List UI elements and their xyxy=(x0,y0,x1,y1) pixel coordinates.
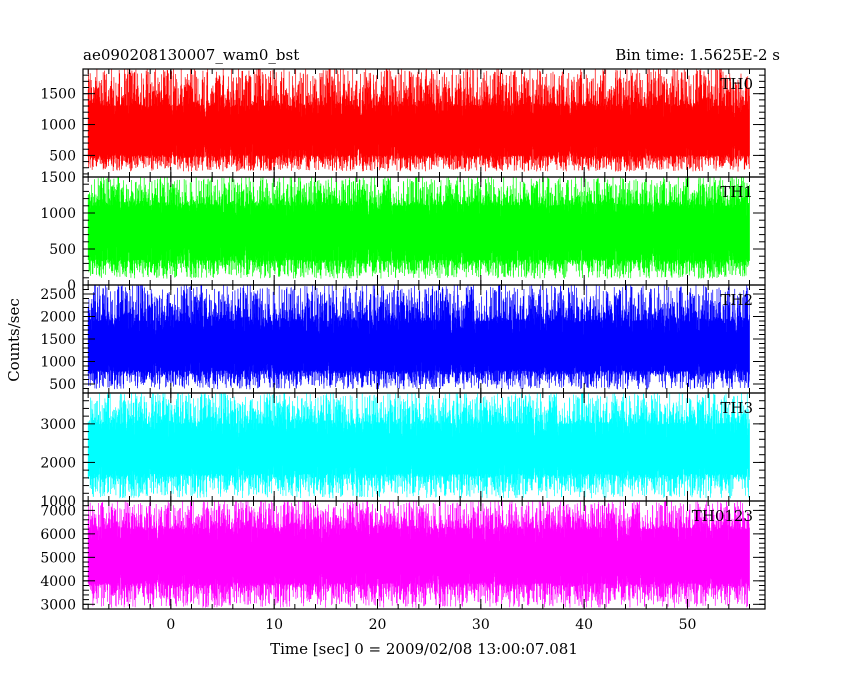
bin-time-label: Bin time: 1.5625E-2 s xyxy=(615,46,780,64)
y-tick-label: 3000 xyxy=(40,417,76,433)
y-tick-label: 500 xyxy=(49,242,76,258)
y-tick-label: 4000 xyxy=(40,574,76,590)
series-core-th2 xyxy=(88,334,750,362)
panels-group: 50010001500TH0050010001500TH150010001500… xyxy=(40,68,766,633)
y-tick-label: 7000 xyxy=(40,503,76,519)
panel-th3: 1000 2000 3000 TH3 xyxy=(40,392,766,510)
y-tick-label: 1500 xyxy=(40,170,76,186)
y-tick-label: 2500 xyxy=(40,287,76,303)
x-tick-label: 30 xyxy=(472,617,490,633)
panel-th0: 500 1000 1500 TH0 xyxy=(40,68,766,178)
panel-label-th3: TH3 xyxy=(720,399,753,417)
x-tick-label: 0 xyxy=(166,617,175,633)
panel-th0123: 3000 4000 5000 6000 7000 TH0123 0 10 20 30 40 50 xyxy=(40,500,766,633)
y-tick-label: 1500 xyxy=(40,332,76,348)
y-tick-label: 6000 xyxy=(40,527,76,543)
y-axis-label: Counts/sec xyxy=(5,298,23,382)
y-tick-label: 1000 xyxy=(40,494,76,510)
panel-th1: 0 500 1000 1500 TH1 xyxy=(40,170,766,294)
panel-label-th1: TH1 xyxy=(720,183,753,201)
series-core-th0 xyxy=(88,117,750,145)
panel-label-th2: TH2 xyxy=(720,291,753,309)
y-tick-label: 1500 xyxy=(40,87,76,103)
panel-th2: 500 1000 1500 2000 2500 TH2 xyxy=(40,284,766,394)
x-tick-label: 50 xyxy=(679,617,697,633)
series-core-th0123 xyxy=(88,542,750,573)
y-tick-label: 1000 xyxy=(40,206,76,222)
chart-title: ae090208130007_wam0_bst xyxy=(83,46,299,64)
panel-label-th0123: TH0123 xyxy=(692,507,753,525)
y-tick-label: 500 xyxy=(49,148,76,164)
y-tick-label: 1000 xyxy=(40,118,76,134)
y-tick-label: 5000 xyxy=(40,550,76,566)
x-tick-label: 10 xyxy=(265,617,283,633)
x-tick-label: 20 xyxy=(369,617,387,633)
panel-label-th0: TH0 xyxy=(720,75,753,93)
y-tick-label: 1000 xyxy=(40,355,76,371)
series-core-th1 xyxy=(88,216,750,246)
y-tick-label: 2000 xyxy=(40,310,76,326)
y-tick-label: 2000 xyxy=(40,455,76,471)
y-tick-label: 0 xyxy=(67,278,76,294)
y-tick-label: 500 xyxy=(49,377,76,393)
x-tick-label: 40 xyxy=(575,617,593,633)
panel-frame xyxy=(82,500,766,610)
series-core-th3 xyxy=(88,437,750,465)
y-tick-label: 3000 xyxy=(40,597,76,613)
x-axis-label: Time [sec] 0 = 2009/02/08 13:00:07.081 xyxy=(270,640,578,658)
